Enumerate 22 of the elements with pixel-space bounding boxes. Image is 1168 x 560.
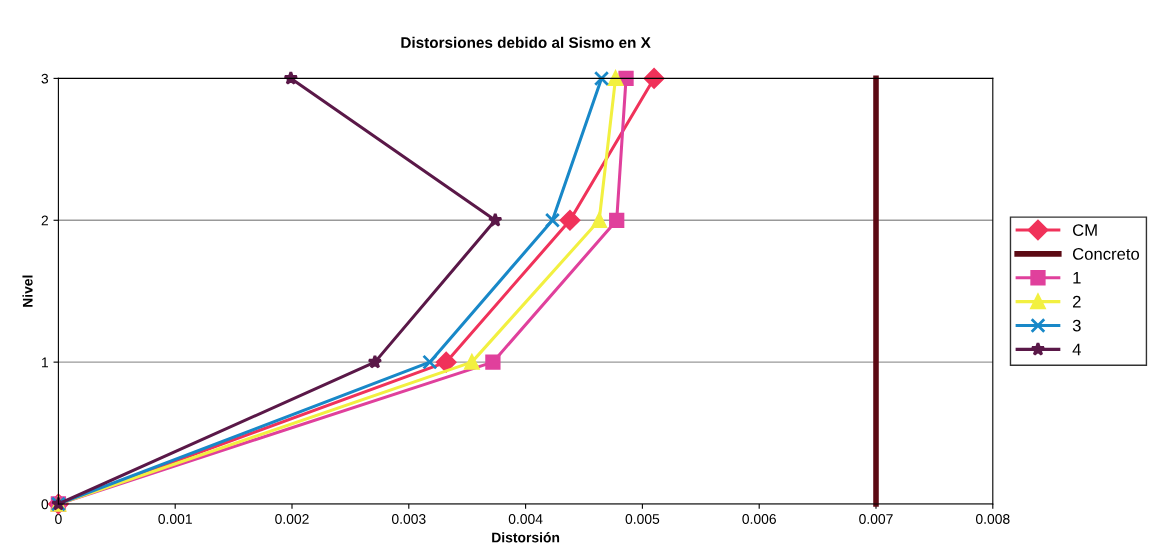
x-tick-label: 0.001 bbox=[158, 514, 192, 524]
x-tick-label: 0 bbox=[55, 514, 62, 524]
legend-label: 3 bbox=[1072, 319, 1081, 332]
x-tick-label: 0.008 bbox=[975, 514, 1010, 524]
x-tick-label: 0.004 bbox=[508, 514, 543, 524]
legend-label: 1 bbox=[1073, 272, 1081, 284]
x-tick-label: 0.006 bbox=[742, 514, 776, 524]
y-tick-label: 2 bbox=[41, 215, 48, 226]
chart-title: Distorsiones debido al Sismo en X bbox=[401, 36, 651, 48]
legend-label: Concreto bbox=[1072, 248, 1140, 260]
y-tick-label: 1 bbox=[42, 357, 48, 368]
x-tick-label: 0.002 bbox=[275, 514, 309, 524]
y-tick-label: 3 bbox=[41, 73, 49, 84]
legend-label: 2 bbox=[1072, 295, 1081, 308]
y-axis-title: Nivel bbox=[22, 275, 33, 307]
x-axis-title: Distorsión bbox=[492, 532, 560, 543]
x-tick-label: 0.003 bbox=[391, 514, 426, 524]
x-tick-label: 0.007 bbox=[859, 514, 893, 524]
y-tick-label: 0 bbox=[41, 499, 49, 510]
legend-label: CM bbox=[1072, 224, 1097, 236]
x-tick-label: 0.005 bbox=[625, 514, 660, 524]
legend-label: 4 bbox=[1072, 343, 1081, 356]
